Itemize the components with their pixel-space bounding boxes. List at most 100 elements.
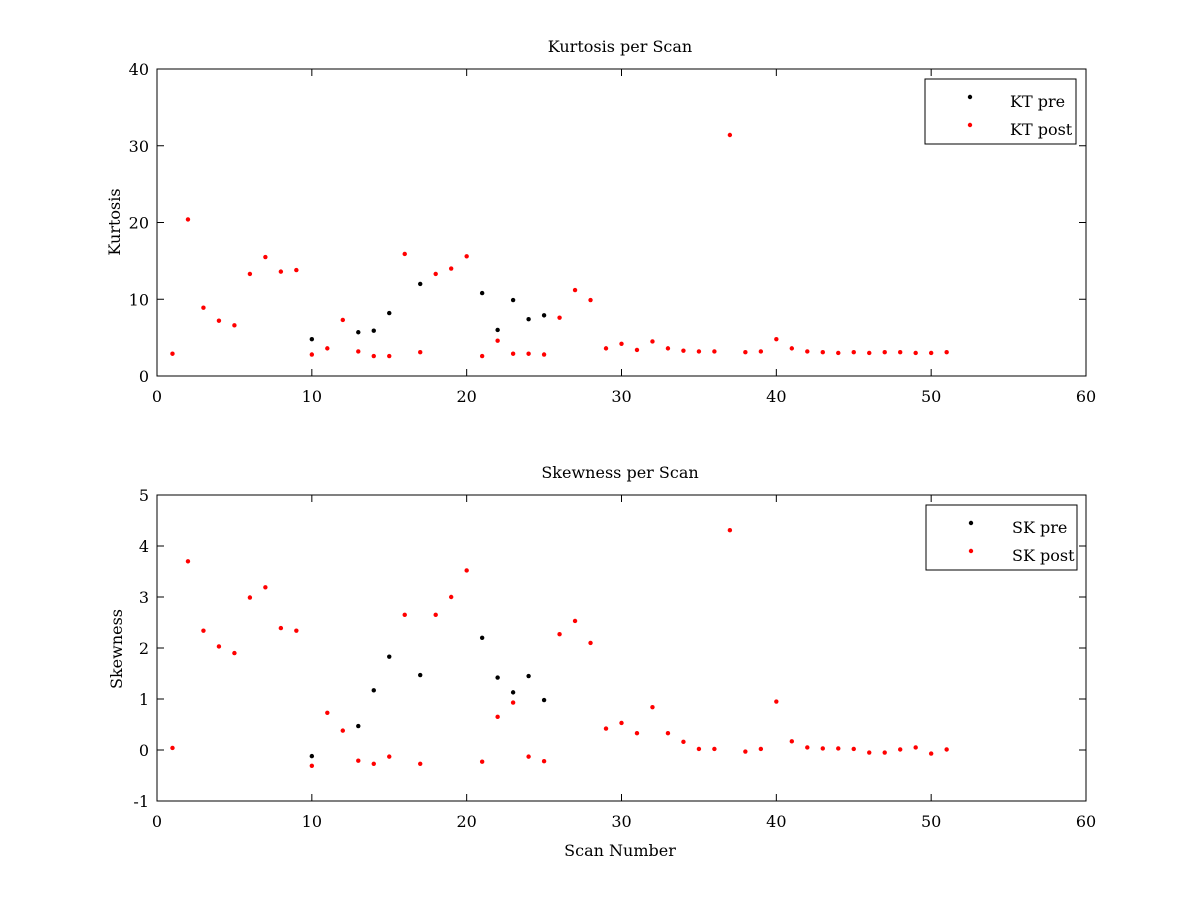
kurtosis-point-post xyxy=(201,305,206,310)
skewness-point-post xyxy=(170,745,175,751)
kurtosis-point-post xyxy=(464,254,469,259)
skewness-point-post xyxy=(247,595,253,600)
skewness-y-tick-label: 4 xyxy=(139,537,149,556)
skewness-point-post xyxy=(650,704,655,710)
kurtosis-point-post xyxy=(758,349,764,354)
skewness-x-tick-label: 0 xyxy=(152,812,162,831)
kurtosis-point-pre xyxy=(371,328,376,333)
kurtosis-point-pre xyxy=(495,327,500,333)
skewness-point-pre xyxy=(309,753,315,759)
skewness-points xyxy=(170,527,949,769)
kurtosis-points xyxy=(170,132,949,359)
kurtosis-point-post xyxy=(851,350,856,355)
skewness-point-pre xyxy=(510,690,516,695)
kurtosis-point-post xyxy=(340,317,345,323)
kurtosis-y-tick-label: 30 xyxy=(129,137,149,156)
skewness-point-post xyxy=(913,745,918,750)
kurtosis-point-post xyxy=(882,350,887,355)
kurtosis-point-post xyxy=(356,349,361,354)
skewness-point-post xyxy=(712,746,717,752)
kurtosis-point-post xyxy=(371,353,376,359)
kurtosis-point-post xyxy=(309,352,315,357)
skewness-point-post xyxy=(418,761,423,766)
kurtosis-point-post xyxy=(805,349,810,354)
skewness-point-post xyxy=(495,714,500,720)
kurtosis-point-post xyxy=(325,346,330,351)
skewness-point-post xyxy=(402,612,407,618)
skewness-point-post xyxy=(805,745,810,750)
legend-label-kt-post: KT post xyxy=(1010,120,1073,139)
skewness-point-post xyxy=(836,746,841,751)
skewness-y-tick-label: 3 xyxy=(139,588,149,607)
kurtosis-point-post xyxy=(216,318,222,323)
kurtosis-point-post xyxy=(263,254,268,260)
kurtosis-x-tick-label: 50 xyxy=(921,387,941,406)
skewness-point-post xyxy=(325,710,330,715)
skewness-point-post xyxy=(387,754,392,759)
kurtosis-point-post xyxy=(665,346,671,351)
skewness-point-post xyxy=(619,720,624,726)
skewness-point-pre xyxy=(479,635,485,640)
skewness-point-pre xyxy=(526,673,531,679)
skewness-x-tick-label: 40 xyxy=(766,812,786,831)
legend-label-sk-pre: SK pre xyxy=(1012,518,1067,537)
kurtosis-point-post xyxy=(588,297,593,303)
kurtosis-point-pre xyxy=(510,297,516,303)
kurtosis-point-post xyxy=(572,287,578,293)
legend-marker-kt-pre xyxy=(967,94,973,100)
skewness-point-post xyxy=(356,758,361,763)
skewness-y-axis-label: Skewness xyxy=(107,609,126,689)
skewness-y-tick-label: 0 xyxy=(139,741,149,760)
skewness-y-tick-label: 5 xyxy=(139,486,149,505)
kurtosis-x-tick-label: 40 xyxy=(766,387,786,406)
kurtosis-point-post xyxy=(712,349,717,354)
kurtosis-point-pre xyxy=(479,290,485,296)
skewness-plot: Skewness per Scan Skewness Scan Number 0… xyxy=(107,463,1096,860)
kurtosis-point-pre xyxy=(356,330,361,335)
kurtosis-point-post xyxy=(510,351,516,356)
skewness-point-post xyxy=(789,739,795,744)
skewness-point-post xyxy=(743,749,748,754)
skewness-point-post xyxy=(294,628,299,633)
skewness-point-pre xyxy=(387,654,392,659)
skewness-point-post xyxy=(588,640,593,646)
kurtosis-point-post xyxy=(928,350,934,356)
kurtosis-y-tick-label: 20 xyxy=(129,214,149,233)
kurtosis-point-post xyxy=(495,338,500,343)
kurtosis-point-post xyxy=(526,351,531,356)
skewness-point-post xyxy=(263,585,268,590)
kurtosis-x-tick-label: 0 xyxy=(152,387,162,406)
skewness-point-post xyxy=(758,746,764,752)
kurtosis-legend-box xyxy=(924,78,1077,145)
kurtosis-point-post xyxy=(479,353,485,359)
skewness-point-post xyxy=(851,746,856,752)
skewness-point-post xyxy=(464,568,469,573)
skewness-point-post xyxy=(479,759,485,764)
kurtosis-legend: KT pre KT post xyxy=(924,78,1077,145)
skewness-point-post xyxy=(882,750,887,755)
kurtosis-point-post xyxy=(774,336,779,342)
kurtosis-point-post xyxy=(278,269,284,274)
skewness-title: Skewness per Scan xyxy=(541,463,698,482)
kurtosis-ticks: 0 10 20 30 40 50 60 0 10 20 30 40 xyxy=(129,60,1097,406)
kurtosis-point-post xyxy=(433,271,438,277)
skewness-point-post xyxy=(232,650,237,656)
kurtosis-point-pre xyxy=(526,317,531,322)
skewness-point-post xyxy=(665,730,671,736)
skewness-point-post xyxy=(944,747,949,752)
kurtosis-point-post xyxy=(603,346,609,351)
kurtosis-point-post xyxy=(944,350,949,355)
kurtosis-x-tick-label: 10 xyxy=(302,387,322,406)
skewness-point-pre xyxy=(418,672,423,678)
legend-label-sk-post: SK post xyxy=(1012,546,1075,565)
kurtosis-y-tick-label: 0 xyxy=(139,367,149,386)
skewness-point-post xyxy=(603,726,609,731)
skewness-point-post xyxy=(309,763,315,769)
skewness-x-tick-label: 50 xyxy=(921,812,941,831)
kurtosis-point-post xyxy=(743,350,748,355)
legend-marker-sk-post xyxy=(968,548,974,554)
kurtosis-x-tick-label: 30 xyxy=(611,387,631,406)
skewness-point-pre xyxy=(356,723,361,729)
